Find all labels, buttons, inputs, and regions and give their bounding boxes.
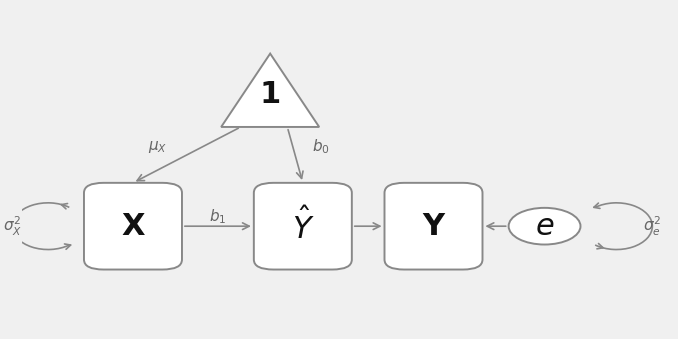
Text: $\mu_X$: $\mu_X$ <box>148 139 167 155</box>
Text: X: X <box>121 212 144 241</box>
FancyBboxPatch shape <box>384 183 483 270</box>
FancyBboxPatch shape <box>84 183 182 270</box>
Text: $b_1$: $b_1$ <box>210 207 226 225</box>
Text: $b_0$: $b_0$ <box>313 137 330 156</box>
Text: Y: Y <box>422 212 445 241</box>
Text: $\sigma_e^2$: $\sigma_e^2$ <box>643 215 660 238</box>
Text: $\sigma_X^2$: $\sigma_X^2$ <box>3 215 22 238</box>
Circle shape <box>508 208 580 244</box>
Polygon shape <box>221 54 319 127</box>
FancyBboxPatch shape <box>254 183 352 270</box>
Text: e: e <box>535 212 554 241</box>
Text: $\hat{Y}$: $\hat{Y}$ <box>292 207 314 245</box>
Text: 1: 1 <box>260 80 281 109</box>
